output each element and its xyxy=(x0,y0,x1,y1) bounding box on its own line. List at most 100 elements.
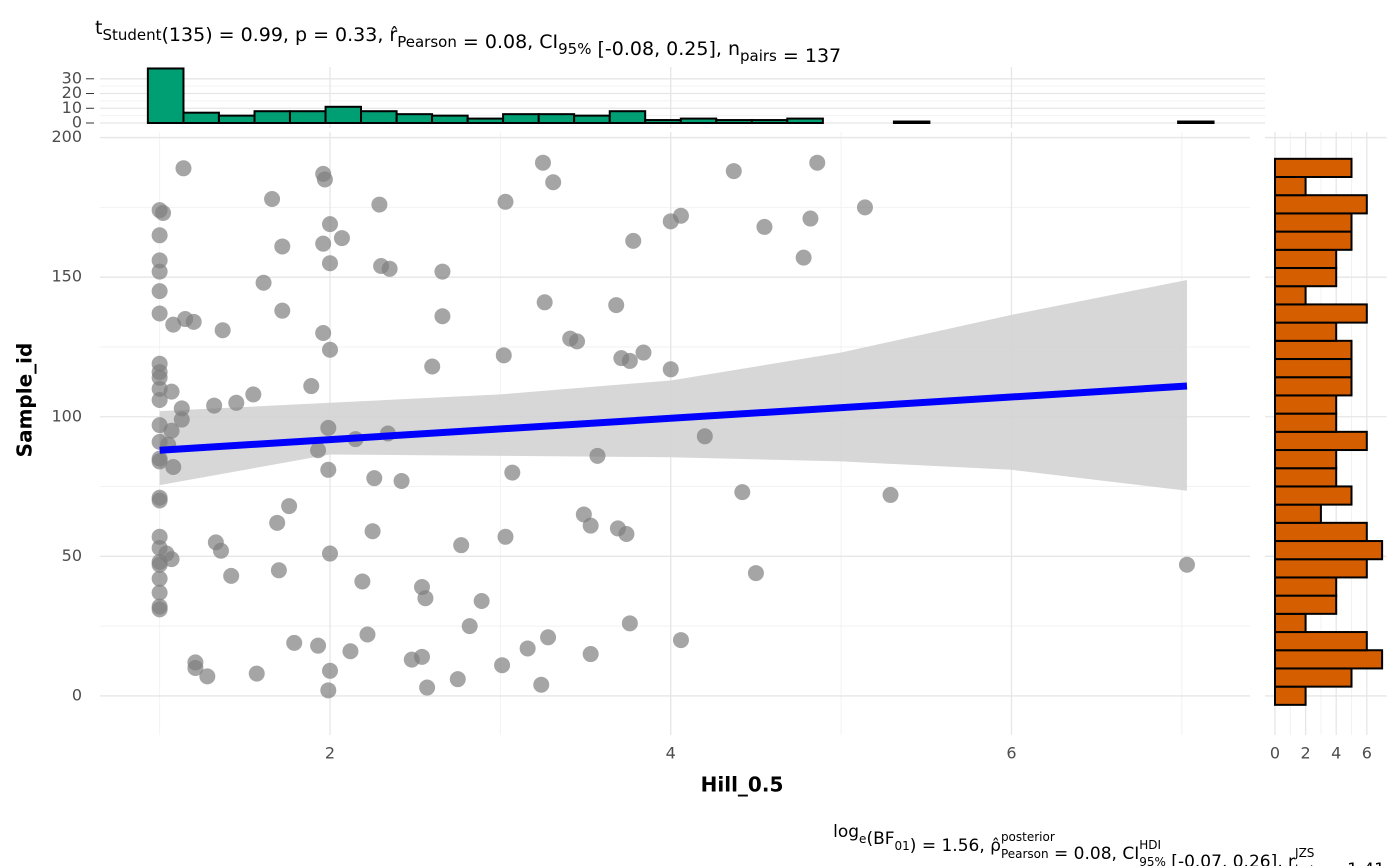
point xyxy=(519,640,536,657)
point xyxy=(185,313,202,330)
top-hist-bar xyxy=(750,119,789,125)
top-hist-bar xyxy=(395,113,434,125)
x-tick-label: 2 xyxy=(325,744,335,763)
point xyxy=(322,216,338,233)
point xyxy=(151,453,168,470)
point xyxy=(151,369,168,386)
point xyxy=(725,163,742,180)
point xyxy=(322,662,338,679)
point xyxy=(245,386,262,403)
caption-sup: posterior xyxy=(1001,830,1055,844)
point xyxy=(163,422,180,439)
right-hist-bar xyxy=(1274,303,1368,324)
caption-text: [-0.07, 0.26], r xyxy=(1166,852,1295,866)
right-hist-bar xyxy=(1274,230,1353,251)
point xyxy=(608,297,625,314)
point xyxy=(756,218,773,235)
point xyxy=(364,523,381,540)
subtitle-text: = 137 xyxy=(777,45,841,67)
point xyxy=(417,590,434,607)
point xyxy=(322,545,338,562)
right-hist-tick-label: 6 xyxy=(1362,744,1372,763)
point xyxy=(424,358,441,375)
caption-sub: Pearson xyxy=(1001,847,1049,861)
x-tick-label: 6 xyxy=(1006,744,1016,763)
point xyxy=(434,263,451,280)
subtitle-sub: 95% xyxy=(558,40,591,58)
caption-text: (BF xyxy=(866,829,894,849)
point xyxy=(473,593,490,609)
right-hist-bar xyxy=(1274,394,1338,415)
point xyxy=(163,383,180,400)
point xyxy=(151,492,168,509)
point xyxy=(635,344,652,361)
right-hist-bar xyxy=(1274,157,1353,179)
point xyxy=(320,682,337,699)
point xyxy=(747,565,764,582)
top-hist-tick-label: 30 xyxy=(62,68,82,87)
point xyxy=(342,643,359,660)
point xyxy=(882,486,899,503)
right-hist-bar xyxy=(1274,503,1322,524)
point xyxy=(274,238,291,255)
point xyxy=(187,660,204,676)
y-tick-label: 50 xyxy=(62,546,82,565)
subtitle-text: [-0.08, 0.25], n xyxy=(591,38,740,60)
right-hist-bar xyxy=(1274,667,1353,688)
right-hist-bar xyxy=(1274,358,1353,379)
point xyxy=(662,361,679,378)
point xyxy=(165,459,182,475)
subtitle-text: = 0.08, CI xyxy=(457,31,558,53)
right-hist-bar xyxy=(1274,339,1353,361)
top-hist-bar xyxy=(573,114,611,124)
point xyxy=(497,193,514,210)
point xyxy=(534,154,551,171)
point xyxy=(497,528,514,545)
point xyxy=(856,199,873,216)
point xyxy=(359,626,376,643)
point xyxy=(310,442,327,459)
point xyxy=(696,428,713,445)
y-tick-label: 200 xyxy=(51,127,82,146)
y-tick-label: 0 xyxy=(72,685,82,704)
top-hist-bar xyxy=(502,113,540,125)
right-hist-bar xyxy=(1274,594,1338,615)
top-hist-bar xyxy=(466,117,505,125)
point xyxy=(371,196,388,213)
right-hist-bar xyxy=(1274,248,1338,270)
point xyxy=(151,252,168,269)
point xyxy=(315,325,332,341)
caption-text: = 0.08, CI xyxy=(1049,844,1140,864)
point xyxy=(333,230,350,247)
caption-text: log xyxy=(833,822,859,842)
point xyxy=(621,615,638,632)
y-tick-label: 100 xyxy=(51,406,82,425)
point xyxy=(199,668,216,685)
point xyxy=(248,665,265,682)
point xyxy=(212,542,229,559)
point xyxy=(461,618,478,635)
right-hist-bar xyxy=(1274,194,1368,215)
top-hist-bar xyxy=(146,67,185,125)
right-hist-bar xyxy=(1274,449,1338,470)
point xyxy=(322,255,338,272)
point xyxy=(618,526,635,542)
top-hist-bar xyxy=(892,120,931,124)
point xyxy=(672,632,689,649)
point xyxy=(625,232,642,249)
top-hist-bar xyxy=(253,110,291,124)
point xyxy=(569,333,586,350)
point xyxy=(621,352,638,369)
top-hist-tick-label: 10 xyxy=(62,98,82,117)
point xyxy=(1178,556,1195,573)
point xyxy=(223,567,240,584)
right-hist-bar xyxy=(1274,631,1368,652)
subtitle: tStudent(135) = 0.99, p = 0.33, r̂Pearso… xyxy=(95,17,841,67)
point xyxy=(151,305,168,322)
point xyxy=(320,461,337,478)
point xyxy=(264,191,281,207)
right-hist-bar xyxy=(1274,485,1353,506)
point xyxy=(269,514,286,531)
top-hist-bar xyxy=(431,114,469,124)
top-hist-bar xyxy=(644,119,682,125)
